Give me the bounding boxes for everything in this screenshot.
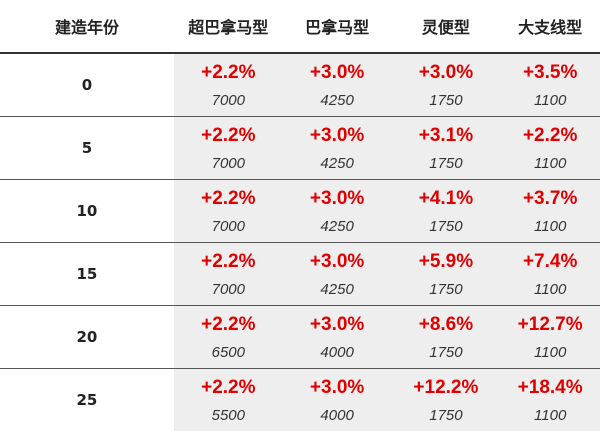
value-cell: +3.7% 1100 xyxy=(500,179,600,243)
value-number: 4250 xyxy=(320,155,354,172)
percent-change: +2.2% xyxy=(201,314,256,335)
value-cell: +2.2% 1100 xyxy=(500,116,600,180)
value-number: 1750 xyxy=(429,92,463,110)
value-cell: +3.5% 1100 xyxy=(500,53,600,117)
value-number: 7000 xyxy=(211,218,245,235)
percent-change: +3.0% xyxy=(309,314,365,335)
value-number: 1750 xyxy=(429,344,463,361)
percent-change: +3.0% xyxy=(309,125,365,146)
value-number: 1100 xyxy=(534,407,567,425)
value-cell: +3.0% 4000 xyxy=(282,368,392,431)
percent-change: +8.6% xyxy=(418,314,474,335)
percent-change: +12.7% xyxy=(517,314,583,335)
header-build-year: 建造年份 xyxy=(0,0,174,54)
table-row: 20 +2.2% 6500 +3.0% 4000 +8.6% 1750 +12.… xyxy=(0,305,600,369)
value-cell: +3.0% 1750 xyxy=(391,53,501,117)
percent-change: +2.2% xyxy=(201,188,256,209)
value-cell: +3.0% 4250 xyxy=(282,53,392,117)
value-number: 7000 xyxy=(211,281,245,298)
value-number: 5500 xyxy=(211,407,245,425)
percent-change: +2.2% xyxy=(522,125,578,146)
value-number: 1100 xyxy=(534,344,567,361)
build-year-cell: 10 xyxy=(0,179,174,243)
percent-change: +3.7% xyxy=(522,188,578,209)
value-number: 4250 xyxy=(320,218,354,235)
value-number: 1100 xyxy=(534,92,567,110)
value-cell: +5.9% 1750 xyxy=(391,242,501,306)
table-row: 25 +2.2% 5500 +3.0% 4000 +12.2% 1750 +18… xyxy=(0,368,600,431)
percent-change: +18.4% xyxy=(517,377,583,399)
value-number: 1750 xyxy=(429,155,463,172)
percent-change: +3.5% xyxy=(522,62,578,84)
percent-change: +4.1% xyxy=(418,188,474,209)
value-number: 1100 xyxy=(534,155,567,172)
value-cell: +12.2% 1750 xyxy=(391,368,501,431)
table-row: 5 +2.2% 7000 +3.0% 4250 +3.1% 1750 +2.2%… xyxy=(0,116,600,180)
build-year-cell: 20 xyxy=(0,305,174,369)
percent-change: +3.0% xyxy=(309,251,365,272)
percent-change: +2.2% xyxy=(201,251,256,272)
header-handy: 灵便型 xyxy=(391,0,501,54)
percent-change: +3.1% xyxy=(418,125,474,146)
value-number: 1750 xyxy=(429,218,463,235)
percent-change: +5.9% xyxy=(418,251,474,272)
percent-change: +7.4% xyxy=(522,251,578,272)
header-panamax: 巴拿马型 xyxy=(282,0,392,54)
value-cell: +3.0% 4250 xyxy=(282,242,392,306)
value-number: 7000 xyxy=(211,92,245,110)
value-cell: +12.7% 1100 xyxy=(500,305,600,369)
header-row: 建造年份 超巴拿马型 巴拿马型 灵便型 大支线型 xyxy=(0,0,600,54)
header-super-panamax: 超巴拿马型 xyxy=(173,0,283,54)
value-cell: +7.4% 1100 xyxy=(500,242,600,306)
value-number: 4000 xyxy=(320,407,354,425)
percent-change: +2.2% xyxy=(201,62,256,84)
value-cell: +2.2% 6500 xyxy=(173,305,283,369)
table-row: 0 +2.2% 7000 +3.0% 4250 +3.0% 1750 +3.5%… xyxy=(0,53,600,117)
value-cell: +3.0% 4250 xyxy=(282,179,392,243)
value-cell: +3.0% 4000 xyxy=(282,305,392,369)
value-cell: +2.2% 7000 xyxy=(173,53,283,117)
percent-change: +3.0% xyxy=(309,188,365,209)
value-number: 4250 xyxy=(320,281,354,298)
percent-change: +2.2% xyxy=(201,125,256,146)
value-cell: +3.0% 4250 xyxy=(282,116,392,180)
value-number: 4000 xyxy=(320,344,354,361)
header-feeder-max: 大支线型 xyxy=(500,0,600,54)
percent-change: +3.0% xyxy=(309,377,365,399)
value-number: 1100 xyxy=(534,281,567,298)
value-cell: +18.4% 1100 xyxy=(500,368,600,431)
value-cell: +2.2% 7000 xyxy=(173,242,283,306)
value-number: 1750 xyxy=(429,407,463,425)
value-cell: +2.2% 7000 xyxy=(173,116,283,180)
percent-change: +3.0% xyxy=(309,62,365,84)
value-number: 4250 xyxy=(320,92,354,110)
percent-change: +3.0% xyxy=(418,62,474,84)
value-number: 7000 xyxy=(211,155,245,172)
value-cell: +2.2% 7000 xyxy=(173,179,283,243)
value-number: 6500 xyxy=(211,344,245,361)
table-row: 15 +2.2% 7000 +3.0% 4250 +5.9% 1750 +7.4… xyxy=(0,242,600,306)
table-row: 10 +2.2% 7000 +3.0% 4250 +4.1% 1750 +3.7… xyxy=(0,179,600,243)
percent-change: +12.2% xyxy=(413,377,479,399)
value-cell: +4.1% 1750 xyxy=(391,179,501,243)
value-cell: +2.2% 5500 xyxy=(173,368,283,431)
value-cell: +3.1% 1750 xyxy=(391,116,501,180)
value-number: 1750 xyxy=(429,281,463,298)
build-year-cell: 25 xyxy=(0,368,174,431)
percent-change: +2.2% xyxy=(201,377,256,399)
build-year-cell: 15 xyxy=(0,242,174,306)
value-cell: +8.6% 1750 xyxy=(391,305,501,369)
build-year-cell: 0 xyxy=(0,53,174,117)
build-year-cell: 5 xyxy=(0,116,174,180)
value-number: 1100 xyxy=(534,218,567,235)
